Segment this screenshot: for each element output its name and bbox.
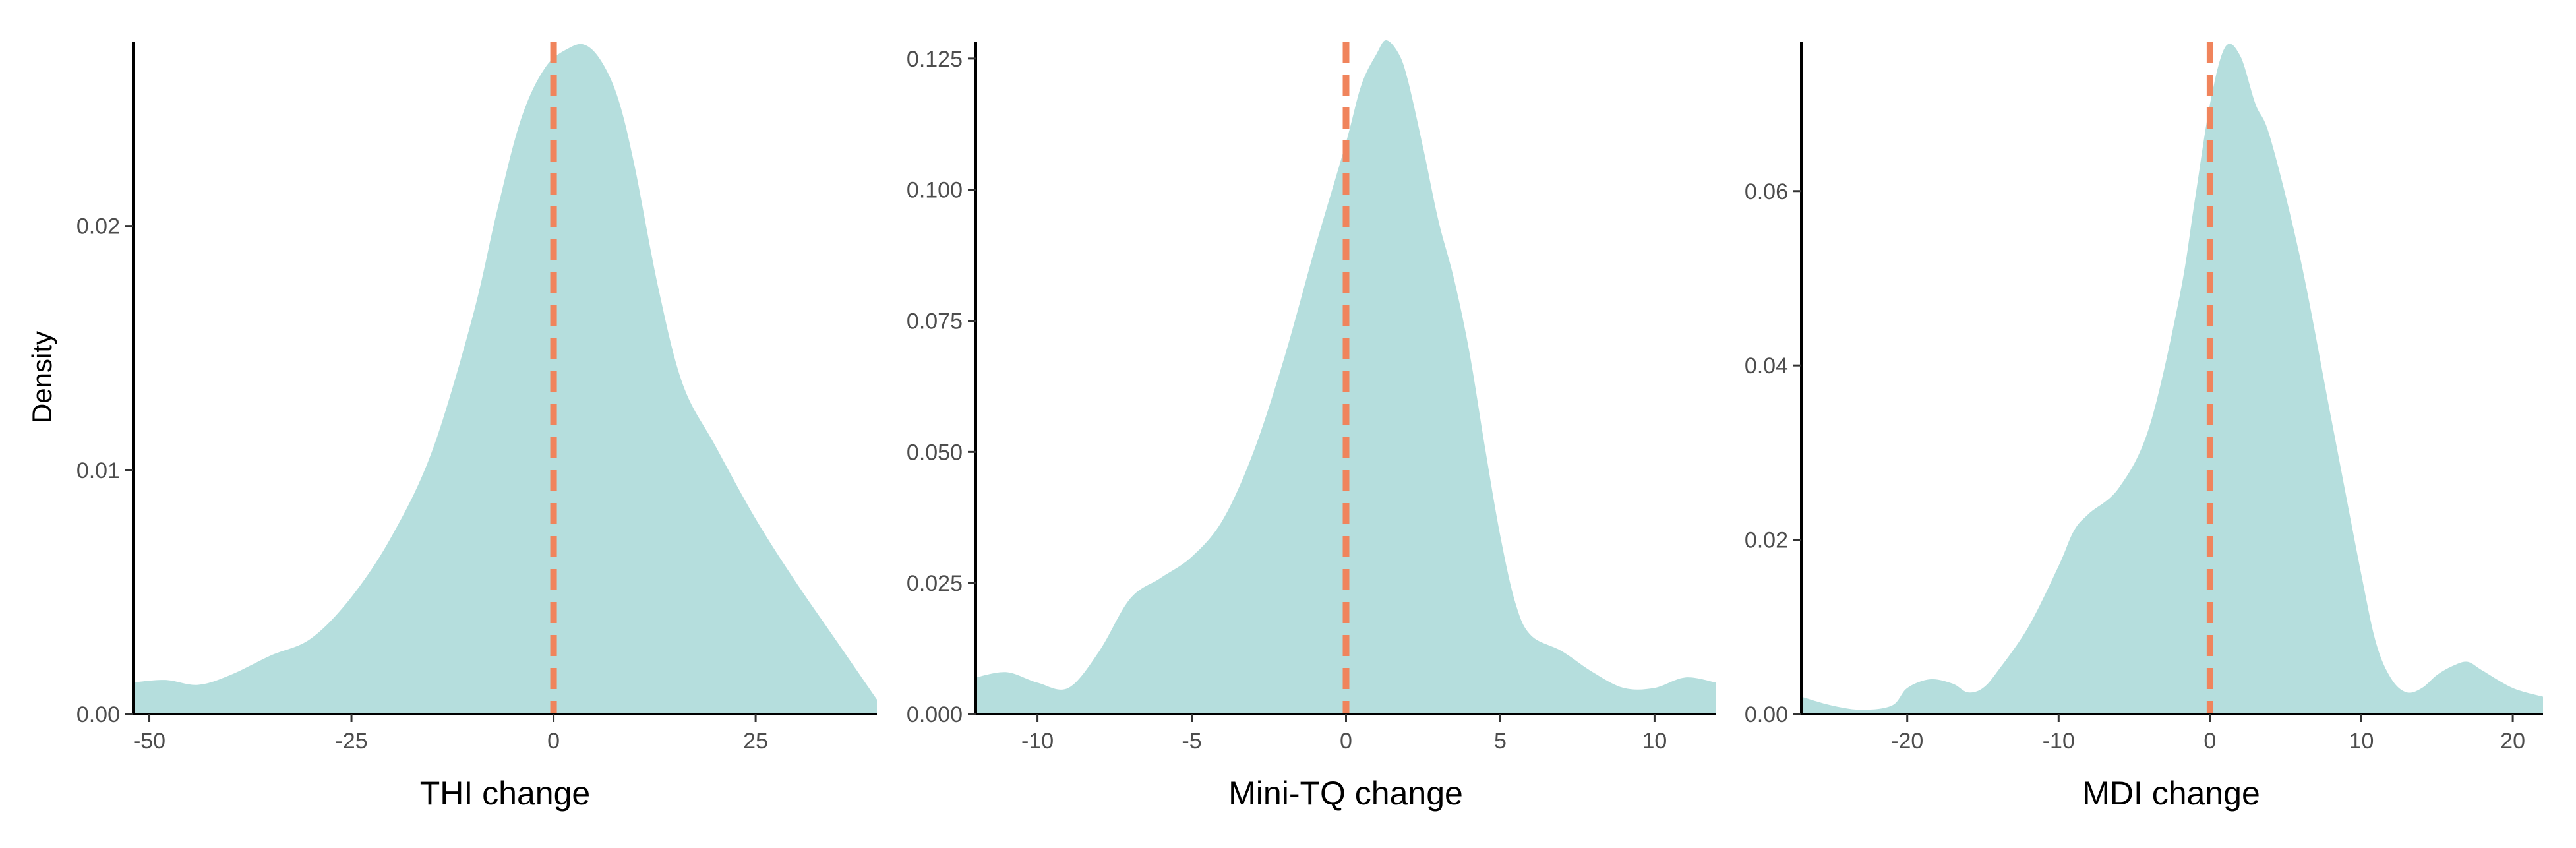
- density-area-layer: [1801, 44, 2543, 714]
- y-tick-label: 0.06: [1745, 179, 1788, 204]
- x-tick-label: 0: [2203, 729, 2216, 754]
- x-tick-label: 25: [743, 729, 768, 754]
- axes-layer: -10 -5 0 5 10 0.000 0.025 0.050 0.075 0.100 0.125: [907, 42, 1716, 754]
- y-tick-label: 0.075: [907, 309, 963, 334]
- x-tick-label: -10: [2043, 729, 2075, 754]
- panel-mdi: -20 -10 0 10 20 0.00 0.02 0.04 0.06 MDI change: [1745, 42, 2543, 812]
- x-tick-label: -20: [1891, 729, 1923, 754]
- y-tick-label: 0.050: [907, 440, 963, 465]
- density-area: [1801, 44, 2543, 714]
- x-axis-title: THI change: [420, 775, 590, 812]
- x-tick-label: -25: [335, 729, 367, 754]
- density-area-layer: [133, 44, 877, 715]
- x-tick-label: 10: [2349, 729, 2374, 754]
- panel-mini-tq: -10 -5 0 5 100.0000.0250.0500.0750.1000.125 …: [907, 40, 1716, 812]
- y-tick-label: 0.02: [1745, 528, 1788, 553]
- y-tick-label: 0.00: [1745, 702, 1788, 727]
- x-tick-label: -10: [1021, 729, 1054, 754]
- y-tick-label: 0.000: [907, 702, 963, 727]
- y-axis-title: Density: [26, 331, 57, 423]
- axes-layer: -50 -25 0 25 0.00 0.01 0.02: [76, 42, 877, 754]
- y-tick-label: 0.00: [76, 702, 120, 727]
- y-tick-label: 0.025: [907, 571, 963, 596]
- y-tick-label: 0.04: [1745, 353, 1788, 379]
- x-tick-label: 0: [1340, 729, 1352, 754]
- y-tick-label: 0.01: [76, 458, 120, 483]
- density-area: [133, 44, 877, 715]
- x-tick-label: 10: [1642, 729, 1667, 754]
- x-axis-title: MDI change: [2082, 775, 2260, 812]
- panel-thi: -50 -25 0 25 0.00 0.01 0.02 THI change: [76, 42, 877, 812]
- x-tick-label: -5: [1182, 729, 1201, 754]
- x-tick-label: -50: [133, 729, 165, 754]
- y-tick-label: 0.100: [907, 178, 963, 203]
- y-tick-label: 0.125: [907, 47, 963, 72]
- x-axis-title: Mini-TQ change: [1228, 775, 1463, 812]
- x-tick-label: 0: [547, 729, 560, 754]
- x-tick-label: 5: [1494, 729, 1507, 754]
- x-tick-label: 20: [2500, 729, 2525, 754]
- axes-layer: -20 -10 0 10 20 0.00 0.02 0.04 0.06: [1745, 42, 2543, 754]
- y-tick-label: 0.02: [76, 214, 120, 239]
